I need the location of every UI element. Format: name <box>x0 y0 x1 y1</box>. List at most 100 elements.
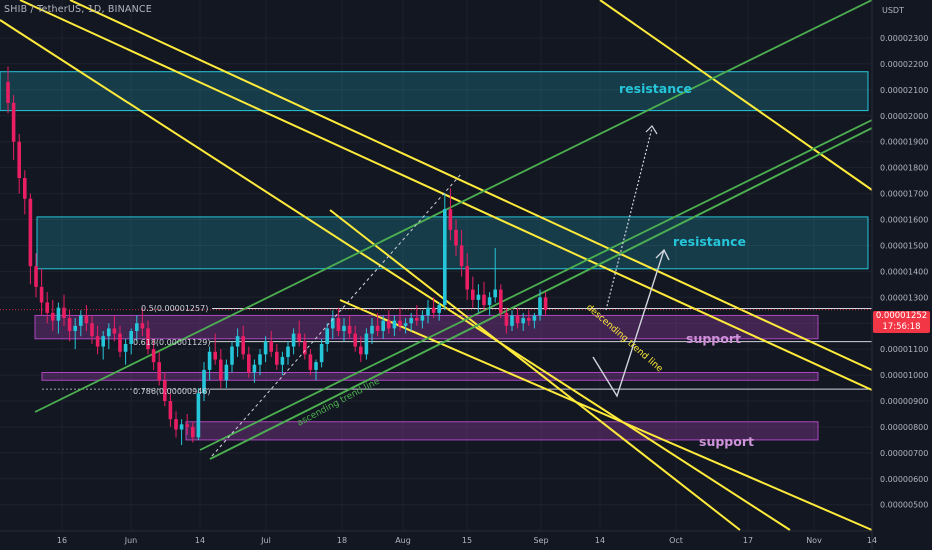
price-tick-label: 0.00002300 <box>880 34 928 43</box>
candles-layer <box>6 66 548 446</box>
candle-body <box>258 354 262 365</box>
price-tick-label: 0.00001300 <box>880 293 928 302</box>
price-tick-label: 0.00000500 <box>880 501 928 510</box>
candle-body <box>17 141 21 179</box>
candle-body <box>168 401 173 420</box>
candle-body <box>538 297 542 316</box>
candle-body <box>510 315 514 326</box>
ascending-trend-label: ascending trend line <box>296 376 382 428</box>
candle-body <box>129 331 133 344</box>
grid <box>0 0 873 530</box>
candle-body <box>504 312 509 326</box>
candle-body <box>112 328 117 334</box>
candle-body <box>157 362 161 381</box>
candle-body <box>269 341 273 352</box>
candle-body <box>34 266 38 287</box>
time-tick-label: Aug <box>395 536 411 545</box>
projection-arrow-dotted <box>605 127 653 311</box>
candle-body <box>437 305 441 313</box>
channel-line-yellow <box>19 0 873 391</box>
candle-body <box>6 82 10 103</box>
resistance-zone-upper <box>0 71 869 112</box>
channel-line-yellow <box>329 209 741 531</box>
candle-body <box>235 336 240 347</box>
price-axis[interactable]: USDT 0.00002300 0.00002200 0.00002100 0.000… <box>871 0 932 550</box>
candle-body <box>23 178 27 199</box>
candle-body <box>370 325 374 334</box>
candle-body <box>219 359 223 381</box>
candle-body <box>448 209 453 230</box>
candle-body <box>11 102 16 142</box>
candle-body <box>308 354 313 370</box>
candle-body <box>325 328 329 344</box>
price-tick-label: 0.00001400 <box>880 267 928 276</box>
candle-body <box>101 336 105 347</box>
candle-body <box>67 318 72 332</box>
last-price-countdown: 17:56:18 <box>882 322 921 332</box>
candle-body <box>263 341 268 355</box>
resistance-label-lower: resistance <box>673 234 746 249</box>
candle-body <box>118 333 122 352</box>
candle-body <box>420 315 425 321</box>
candle-body <box>135 323 139 332</box>
candle-body <box>185 424 189 427</box>
candle-body <box>291 333 296 347</box>
chart-title: SHIB / TetherUS, 1D, BINANCE <box>4 4 152 15</box>
candle-body <box>84 315 89 324</box>
trend-lines-layer <box>0 0 873 531</box>
time-axis[interactable]: 16 Jun 14 Jul 18 Aug 15 Sep 14 Oct 17 Nov 14 <box>0 530 877 545</box>
support-label-lower: support <box>699 434 754 449</box>
price-tick-label: 0.00000900 <box>880 397 928 406</box>
time-tick-label: 18 <box>337 536 347 545</box>
candle-body <box>476 294 481 300</box>
candle-body <box>202 369 206 394</box>
candle-body <box>336 318 341 332</box>
candle-body <box>151 349 156 363</box>
candle-body <box>431 307 436 313</box>
price-tick-label: 0.00001800 <box>880 164 928 173</box>
price-tick-label: 0.00002200 <box>880 60 928 69</box>
candle-body <box>521 318 525 324</box>
candle-body <box>409 318 413 324</box>
candle-body <box>353 333 357 347</box>
candle-body <box>191 426 195 438</box>
time-tick-label: 15 <box>462 536 472 545</box>
candle-body <box>493 289 497 298</box>
candle-body <box>62 307 66 319</box>
candle-body <box>179 424 184 430</box>
projection-arrow-solid <box>592 249 665 398</box>
candle-body <box>79 315 83 326</box>
time-tick-label: Sep <box>533 536 548 545</box>
candle-body <box>39 286 44 303</box>
candle-body <box>51 312 55 321</box>
candle-body <box>280 356 285 365</box>
last-price-value: 0.00001252 <box>875 311 928 321</box>
price-tick-label: 0.00001900 <box>880 138 928 147</box>
candle-body <box>454 229 458 246</box>
candle-body <box>403 323 408 326</box>
price-tick-label: 0.00001500 <box>880 241 928 250</box>
time-tick-label: 16 <box>57 536 67 545</box>
candle-body <box>314 362 318 370</box>
resistance-label-upper: resistance <box>619 81 692 96</box>
candle-body <box>297 333 301 342</box>
fib-label-0786: 0.786(0.00000946) <box>133 387 211 396</box>
time-tick-label: 14 <box>867 536 877 545</box>
time-tick-label: 14 <box>595 536 605 545</box>
time-tick-label: Oct <box>669 536 683 545</box>
candle-body <box>515 315 520 324</box>
candle-body <box>247 354 251 373</box>
price-tick-label: 0.00002100 <box>880 86 928 95</box>
candle-body <box>543 297 548 310</box>
candle-body <box>224 364 229 381</box>
candle-body <box>45 302 49 313</box>
candle-body <box>163 380 167 402</box>
support-zone-lower <box>185 421 819 441</box>
price-tick-label: 0.00001700 <box>880 190 928 199</box>
candle-body <box>392 320 397 329</box>
time-tick-label: 17 <box>743 536 753 545</box>
candle-body <box>95 336 100 347</box>
price-tick-label: 0.00000700 <box>880 449 928 458</box>
candle-body <box>56 307 61 321</box>
